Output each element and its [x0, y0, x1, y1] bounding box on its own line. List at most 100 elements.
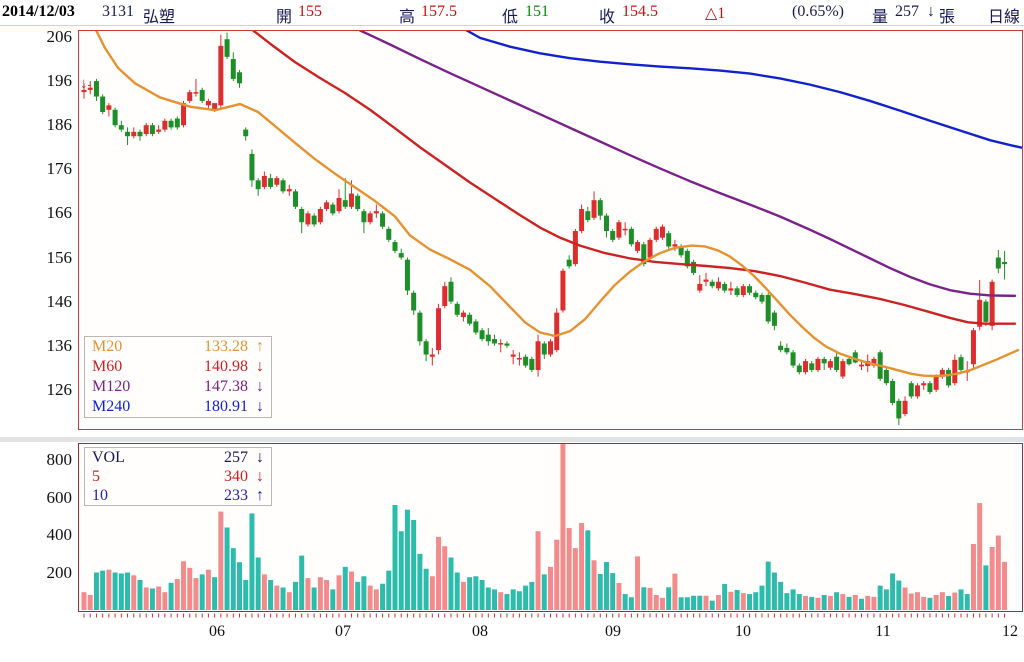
candle-body: [162, 120, 168, 130]
volume-bar: [796, 594, 802, 610]
volume-bar: [535, 531, 541, 610]
volume-bar: [230, 548, 236, 610]
price-tick-146: 146: [46, 291, 73, 311]
m240-label: M240: [92, 398, 131, 415]
candle-body: [100, 96, 106, 112]
volume-bar: [859, 598, 864, 610]
volume-bar: [610, 573, 616, 610]
candle-body: [572, 231, 578, 265]
candle-body: [921, 383, 927, 386]
candle-body: [809, 363, 815, 370]
volume-bar: [125, 572, 131, 610]
volume-bar: [765, 561, 771, 610]
volume-bar: [529, 581, 535, 610]
candle-body: [697, 283, 703, 291]
candle-body: [292, 191, 298, 207]
vol-ma5-trend-arrow-icon: ↓: [256, 467, 264, 485]
volume-bar: [268, 580, 274, 610]
volume-bar: [914, 592, 920, 610]
candle-body: [784, 347, 790, 353]
candle-body: [448, 281, 454, 302]
volume-bar: [659, 597, 665, 610]
candle-body: [106, 105, 112, 110]
volume-bar: [964, 594, 970, 610]
close-value: 154.5: [622, 3, 658, 20]
price-tick-156: 156: [46, 247, 73, 267]
close-label: 收: [599, 9, 616, 26]
m60-trend-arrow-icon: ↓: [256, 358, 264, 375]
ma-line-m240: [465, 31, 1022, 149]
volume-bar: [373, 589, 379, 610]
volume-bar: [255, 557, 261, 610]
candle-body: [983, 301, 989, 322]
candle-body: [380, 213, 386, 227]
volume-bar: [809, 596, 815, 610]
candle-body: [199, 89, 205, 101]
candle-body: [560, 270, 566, 311]
volume-bar: [946, 595, 952, 610]
candle-body: [908, 383, 914, 397]
candle-body: [883, 369, 889, 384]
candle-body: [367, 213, 373, 223]
volume-bar: [492, 589, 498, 610]
volume-bar: [635, 556, 641, 610]
candle-body: [933, 376, 939, 390]
volume-bar: [541, 574, 547, 610]
volume-bar: [479, 580, 485, 610]
volume-bar: [883, 589, 889, 610]
volume-bar: [560, 444, 566, 610]
candle-body: [460, 312, 466, 318]
candle-body: [311, 215, 317, 225]
candle-body: [305, 213, 311, 225]
vol-value: 257: [224, 448, 248, 466]
candle-body: [174, 118, 180, 128]
volume-bar: [566, 528, 572, 610]
volume-bar: [174, 579, 180, 610]
volume-bar: [691, 595, 697, 610]
volume-bar: [100, 570, 106, 610]
volume-bar: [205, 569, 211, 610]
volume-bar: [759, 585, 765, 610]
vol-ma5-value: 340: [224, 467, 248, 485]
volume-bar: [628, 597, 634, 610]
volume-bar: [740, 593, 746, 610]
stock-name: 弘塑: [143, 9, 176, 26]
volume-bar: [311, 587, 317, 610]
ma-legend-row-m240: M240 180.91 ↓: [85, 397, 271, 417]
candle-body: [790, 352, 796, 366]
candle-body: [753, 292, 759, 298]
volume-bar: [361, 576, 367, 610]
price-tick-176: 176: [46, 159, 73, 179]
volume-bar: [871, 596, 877, 610]
volume-bar: [554, 539, 560, 610]
vol-legend-row-vol: VOL 257 ↓: [85, 448, 271, 467]
vol-trend-arrow-icon: ↓: [256, 448, 264, 466]
volume-bar: [896, 580, 902, 610]
volume-bar: [790, 589, 796, 610]
volume-bar: [286, 592, 292, 610]
volume-bar: [199, 574, 205, 610]
candle-body: [504, 343, 510, 346]
candle-body: [672, 244, 678, 247]
volume-bar: [678, 597, 684, 610]
volume-bar: [243, 580, 249, 610]
volume-bar: [983, 565, 989, 610]
volume-tick-800: 800: [46, 450, 73, 469]
candle-body: [691, 261, 697, 273]
volume-bar: [703, 595, 709, 610]
candle-body: [237, 72, 242, 84]
volume-bar: [168, 582, 174, 610]
volume-bar: [504, 594, 510, 610]
candle-body: [840, 361, 846, 377]
month-label-08: 08: [472, 623, 488, 640]
candle-body: [87, 87, 93, 90]
candle-body: [914, 385, 920, 397]
m20-value: 133.28: [204, 338, 248, 355]
period-selector[interactable]: 日線: [988, 9, 1021, 26]
volume-bar: [249, 513, 255, 610]
volume-bar: [224, 527, 230, 610]
candle-body: [168, 120, 174, 128]
candle-body: [827, 361, 833, 368]
volume-bar: [342, 566, 348, 610]
